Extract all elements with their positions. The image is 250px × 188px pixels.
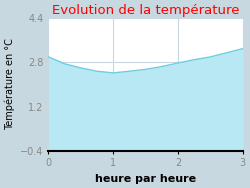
Title: Evolution de la température: Evolution de la température [52,4,239,17]
X-axis label: heure par heure: heure par heure [95,174,196,184]
Y-axis label: Température en °C: Température en °C [4,39,15,130]
